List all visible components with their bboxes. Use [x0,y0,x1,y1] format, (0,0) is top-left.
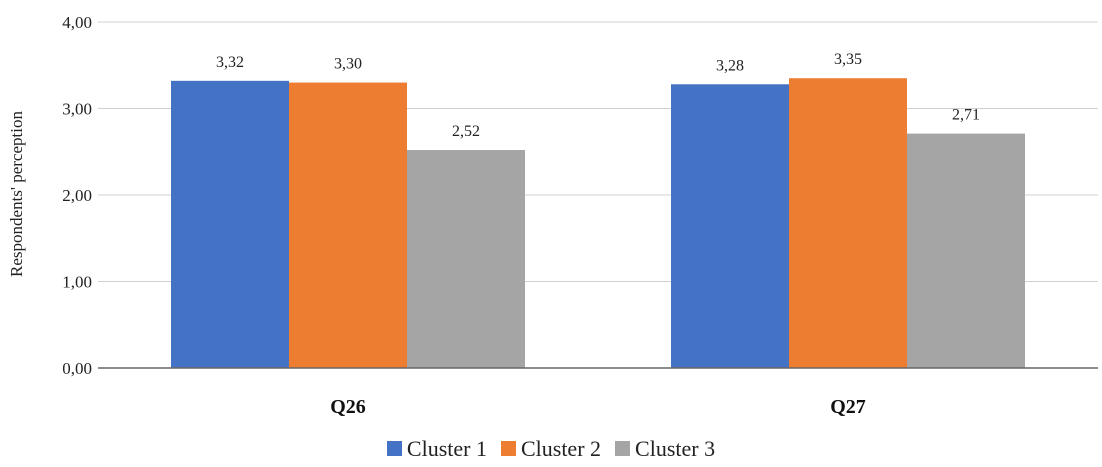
data-label: 2,71 [952,107,980,124]
legend-item: Cluster 2 [500,436,602,462]
legend-swatch [500,441,516,456]
legend-label: Cluster 3 [635,436,716,461]
bar [289,82,407,369]
legend: Cluster 1 Cluster 2 Cluster 3 [0,436,1102,462]
x-tick-label: Q27 [830,396,866,418]
category-labels: Q26 Q27 [330,396,866,418]
y-axis-ticks: 0,00 1,00 2,00 3,00 4,00 [62,13,92,378]
bars [171,78,1025,369]
y-tick-label: 1,00 [62,273,92,292]
data-label: 2,52 [452,123,480,140]
data-labels: 3,32 3,30 2,52 3,28 3,35 2,71 [216,51,980,140]
y-tick-label: 0,00 [62,359,92,378]
y-tick-label: 2,00 [62,186,92,205]
data-label: 3,35 [834,51,862,68]
bar-chart: 0,001,002,003,004,00 3,32 3,302,523,28 3,3… [7,13,1098,418]
legend-swatch [386,441,402,456]
y-tick-label: 4,00 [62,13,92,32]
legend-item: Cluster 3 [615,436,715,462]
data-label: 3,28 [716,57,744,74]
legend-label: Cluster 1 [406,436,487,461]
y-axis-label: Respondents' perception [7,111,26,277]
bar [671,84,789,368]
data-label: 3,32 [216,54,244,71]
bar [907,133,1025,368]
legend-item: Cluster 1 [386,436,487,462]
y-tick-label: 3,00 [62,100,92,119]
x-tick-label: Q26 [330,396,366,418]
data-label: 3,30 [334,56,362,73]
legend-swatch [615,441,631,456]
bar [171,80,289,368]
legend-label: Cluster 2 [520,436,602,461]
bar [407,150,525,368]
bar [789,78,907,368]
